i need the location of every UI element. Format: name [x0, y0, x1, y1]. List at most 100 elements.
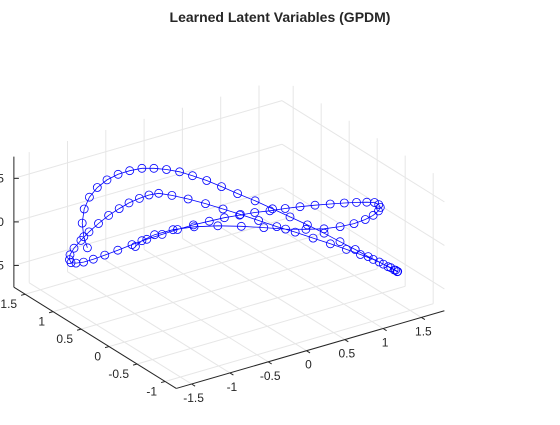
data-point-marker	[204, 216, 214, 226]
data-point-marker	[175, 167, 185, 177]
gridline-floor-y	[24, 216, 294, 295]
data-point-marker	[127, 240, 137, 250]
data-point-marker	[374, 200, 384, 210]
data-point-marker	[113, 245, 123, 255]
data-point-marker	[100, 250, 110, 260]
gridline-floor-x	[67, 271, 231, 374]
x-tick	[382, 328, 387, 332]
data-point-marker	[102, 175, 112, 185]
x-tick-label: -1.5	[183, 391, 204, 405]
data-point-marker	[233, 189, 243, 199]
data-point-marker	[217, 182, 226, 192]
x-axis-line	[176, 310, 445, 389]
gridline-floor-y	[136, 285, 406, 365]
x-tick-label: 1	[382, 336, 389, 350]
gridline-sidewall-z	[281, 100, 445, 203]
x-tick	[267, 361, 272, 365]
y-tick-label: 0.5	[56, 332, 73, 346]
data-point-marker	[157, 229, 167, 239]
data-point-marker	[149, 163, 159, 173]
data-point-marker	[154, 188, 164, 198]
y-tick	[20, 293, 26, 296]
z-tick-label: -0.5	[0, 258, 4, 272]
data-point-marker	[218, 204, 228, 214]
gridline-floor-x	[105, 260, 269, 363]
series-layer	[65, 163, 403, 277]
data-point-marker	[374, 257, 384, 267]
data-point-marker	[125, 166, 135, 176]
series-line	[69, 167, 399, 273]
data-point-marker	[290, 227, 300, 237]
data-point-marker	[219, 213, 229, 223]
data-point-marker	[302, 220, 312, 230]
y-tick-label: -1	[146, 384, 157, 398]
data-point-marker	[281, 224, 291, 234]
data-point-marker	[301, 224, 311, 234]
data-point-marker	[259, 223, 269, 233]
data-point-marker	[349, 219, 359, 229]
data-point-marker	[325, 239, 335, 249]
data-point-marker	[79, 204, 89, 214]
gridline-floor-x	[220, 226, 384, 329]
data-point-marker	[83, 243, 92, 253]
data-point-marker	[362, 197, 372, 207]
data-point-marker	[213, 221, 223, 231]
data-point-marker	[325, 199, 335, 209]
data-point-marker	[69, 243, 79, 253]
data-point-marker	[250, 196, 260, 206]
chart-title: Learned Latent Variables (GPDM)	[169, 9, 391, 25]
data-point-marker	[188, 171, 197, 181]
data-point-marker	[295, 202, 305, 212]
x-tick-label: 0.5	[338, 347, 355, 361]
data-point-marker	[173, 225, 182, 234]
z-tick-label: 0	[0, 215, 4, 229]
data-point-marker	[167, 190, 177, 200]
data-point-marker	[254, 216, 264, 225]
y-tick-label: 0	[94, 350, 101, 364]
data-point-marker	[335, 222, 345, 232]
data-point-marker	[235, 209, 245, 219]
data-point-marker	[310, 200, 320, 210]
data-point-marker	[250, 208, 260, 217]
data-point-marker	[77, 218, 87, 228]
data-point-marker	[368, 210, 378, 220]
y-axis-line	[13, 286, 177, 389]
x-tick	[421, 316, 426, 321]
data-point-marker	[84, 227, 94, 237]
data-point-marker	[124, 198, 134, 208]
data-point-marker	[137, 163, 147, 173]
data-point-marker	[168, 225, 178, 235]
data-point-marker	[341, 244, 351, 254]
data-point-marker	[339, 198, 349, 208]
data-point-marker	[308, 233, 318, 243]
z-tick-label: 0.5	[0, 171, 4, 185]
gridline-backwall-z	[13, 143, 283, 223]
data-point-marker	[142, 234, 152, 244]
data-point-marker	[236, 221, 246, 231]
data-point-marker	[150, 230, 160, 240]
data-point-marker	[265, 206, 275, 216]
data-point-marker	[88, 254, 98, 264]
x-tick	[229, 372, 234, 376]
gridline-floor-y	[164, 303, 434, 382]
grid-layer	[13, 85, 445, 385]
gridline-floor-y	[52, 233, 322, 313]
y-tick-label: 1.5	[0, 297, 17, 311]
gridline-floor-x	[143, 249, 307, 352]
x-tick	[191, 383, 196, 387]
data-point-marker	[368, 254, 378, 264]
gridline-sidewall-z	[281, 143, 445, 246]
gridline-floor-x	[28, 282, 192, 385]
x-tick-label: -0.5	[260, 369, 281, 383]
data-point-marker	[268, 204, 277, 214]
data-point-marker	[137, 236, 147, 246]
data-point-marker	[183, 194, 193, 204]
y-tick	[76, 328, 82, 331]
data-point-marker	[363, 252, 373, 262]
gridline-floor-x	[182, 237, 346, 341]
data-point-marker	[65, 255, 74, 265]
data-point-marker	[162, 165, 171, 174]
data-point-marker	[352, 197, 361, 207]
data-point-marker	[134, 193, 144, 203]
